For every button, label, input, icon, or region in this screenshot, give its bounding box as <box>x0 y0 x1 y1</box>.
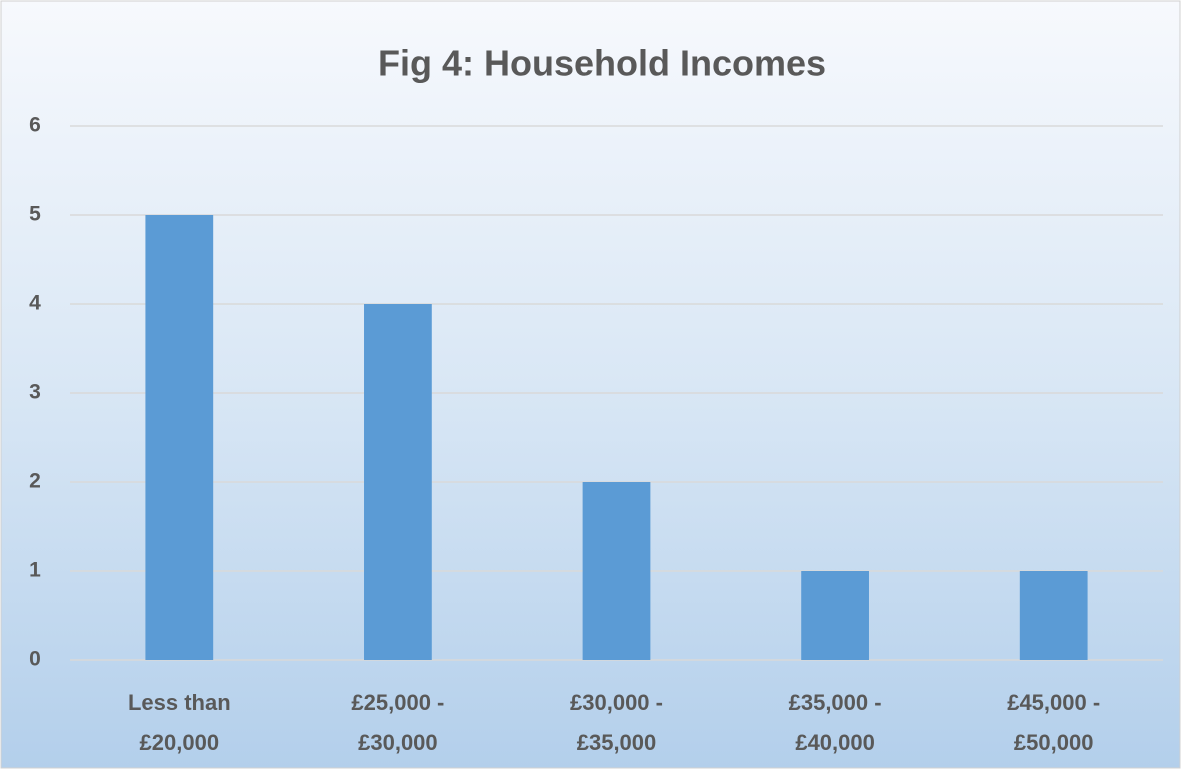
x-tick-label: £35,000 - £40,000 <box>788 690 882 755</box>
y-tick-label: 1 <box>29 559 41 582</box>
chart-title: Fig 4: Household Incomes <box>378 43 826 84</box>
y-tick-label: 3 <box>29 381 41 404</box>
bar <box>145 215 214 660</box>
x-tick-label: £30,000 - £35,000 <box>570 690 663 755</box>
bar <box>1019 571 1088 660</box>
x-tick-label: £45,000 - £50,000 <box>1007 690 1101 755</box>
x-tick-label: £25,000 - £30,000 <box>351 690 445 755</box>
y-tick-label: 0 <box>29 648 41 671</box>
y-tick-label: 5 <box>29 203 41 226</box>
x-tick-label: Less than £20,000 <box>127 690 231 755</box>
bar <box>801 571 869 660</box>
y-tick-label: 4 <box>29 292 41 315</box>
bar <box>582 482 651 660</box>
bar <box>364 304 432 660</box>
y-tick-label: 6 <box>29 114 41 137</box>
y-tick-label: 2 <box>29 470 41 493</box>
